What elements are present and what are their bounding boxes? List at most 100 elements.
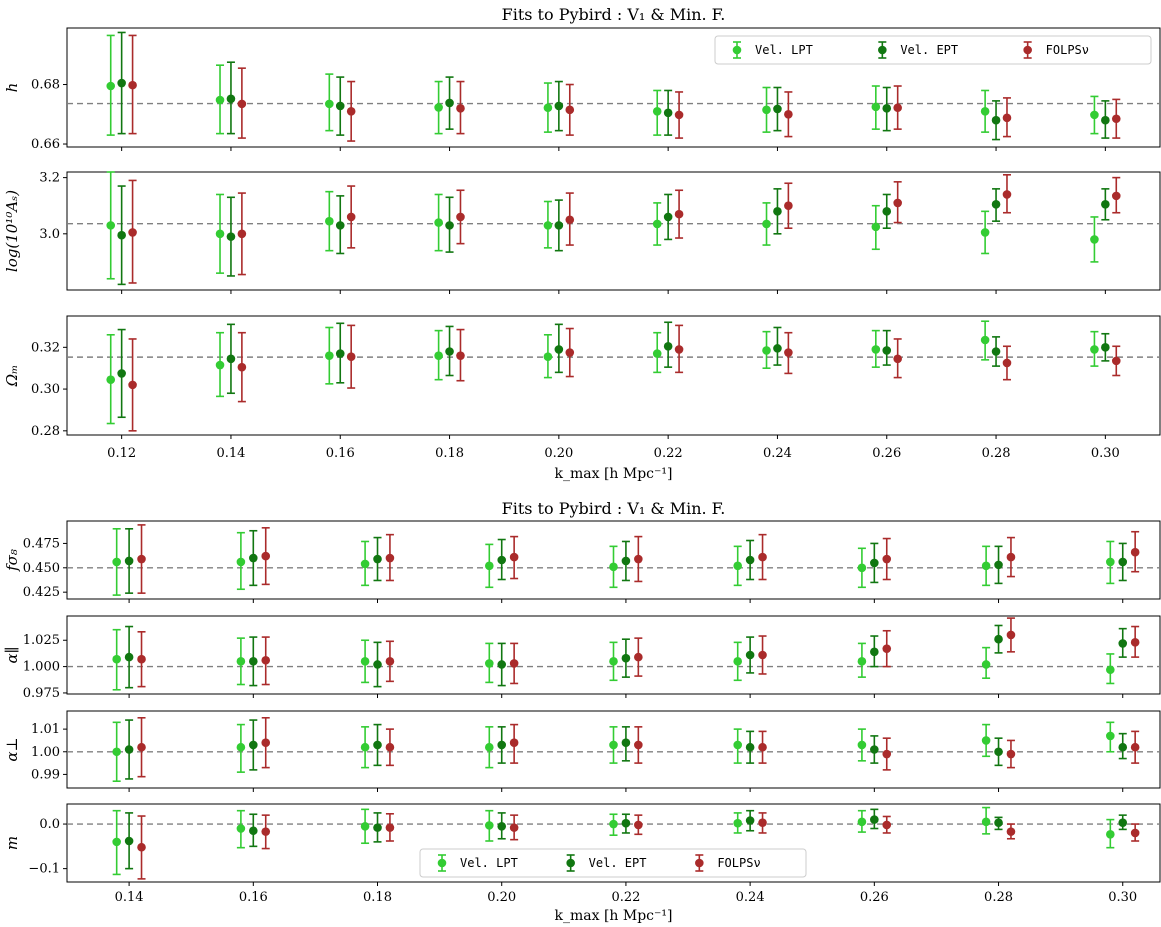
data-point	[634, 740, 643, 750]
data-point	[893, 198, 902, 208]
data-point	[1106, 830, 1115, 839]
data-point	[981, 561, 991, 571]
data-point	[236, 824, 246, 833]
x-tick-label: 0.18	[435, 446, 464, 461]
data-point	[857, 657, 867, 666]
data-point	[980, 107, 990, 116]
data-point	[621, 818, 631, 828]
legend: Vel. LPT Vel. EPT FOLPSν	[714, 35, 1152, 65]
data-point	[1118, 818, 1128, 828]
data-point	[137, 654, 146, 664]
y-tick-label: 0.450	[23, 561, 60, 576]
y-tick-label: 3.2	[39, 171, 60, 186]
data-point	[758, 552, 767, 562]
data-point	[733, 818, 743, 828]
data-point	[434, 218, 443, 227]
y-axis-label: m	[3, 836, 21, 850]
y-axis-label: α∥	[3, 646, 21, 663]
y-tick-label: 1.00	[31, 745, 60, 760]
data-point	[773, 104, 782, 114]
data-point	[360, 657, 370, 666]
data-point	[456, 104, 465, 113]
series-1	[112, 721, 1115, 783]
data-point	[261, 551, 271, 561]
data-point	[1106, 731, 1115, 741]
data-point	[346, 107, 356, 116]
data-point	[360, 742, 370, 752]
data-point	[857, 817, 867, 827]
data-point	[994, 747, 1003, 757]
data-point	[634, 554, 643, 564]
data-point	[1002, 190, 1012, 199]
series-2	[117, 185, 1110, 286]
data-point	[385, 553, 395, 563]
data-point	[565, 348, 575, 357]
data-point	[128, 80, 137, 90]
x-tick-label: 0.14	[115, 890, 144, 905]
x-tick-label: 0.24	[736, 890, 765, 905]
series-3	[128, 174, 1121, 284]
data-point	[1101, 343, 1110, 352]
data-point	[980, 228, 990, 237]
data-point	[434, 351, 443, 360]
data-point	[106, 221, 116, 230]
data-point	[237, 99, 247, 109]
series-3	[128, 34, 1121, 142]
data-point	[360, 559, 370, 569]
data-point	[215, 229, 225, 239]
data-point	[609, 819, 618, 829]
panel-frame	[66, 803, 1161, 883]
series-2	[124, 624, 1128, 689]
data-point	[117, 78, 126, 88]
data-point	[871, 222, 881, 232]
data-point	[981, 817, 991, 827]
data-point	[325, 99, 334, 109]
data-point	[1111, 356, 1121, 366]
x-tick-label: 0.12	[107, 446, 136, 461]
data-point	[882, 749, 892, 759]
data-point	[335, 101, 345, 111]
data-point	[784, 201, 793, 211]
data-point	[663, 108, 673, 118]
y-tick-label: 0.475	[23, 536, 60, 551]
series-1	[112, 527, 1115, 596]
data-point	[137, 842, 146, 852]
data-point	[1090, 235, 1099, 244]
x-tick-label: 0.20	[487, 890, 516, 905]
data-point	[346, 352, 356, 362]
legend-label: Vel. EPT	[589, 856, 647, 870]
y-tick-label: 1.000	[23, 660, 60, 675]
x-tick-label: 0.26	[860, 890, 889, 905]
series-3	[137, 812, 1140, 880]
x-tick-label: 0.30	[1108, 890, 1137, 905]
data-point	[509, 823, 519, 832]
y-tick-label: 0.0	[39, 817, 60, 832]
data-point	[758, 650, 767, 660]
data-point	[870, 815, 879, 824]
data-point	[434, 103, 443, 112]
x-tick-label: 0.24	[763, 446, 792, 461]
x-axis-label: k_max [h Mpc⁻¹]	[555, 908, 673, 924]
legend-label: Vel. LPT	[460, 856, 518, 870]
series-1	[106, 320, 1099, 425]
data-point	[893, 354, 902, 364]
x-tick-label: 0.16	[239, 890, 268, 905]
data-point	[360, 821, 370, 831]
data-point	[609, 657, 618, 666]
data-point	[543, 352, 553, 362]
data-point	[1006, 749, 1016, 759]
data-point	[484, 821, 494, 830]
data-point	[373, 740, 382, 750]
data-point	[497, 740, 507, 750]
data-point	[758, 818, 767, 828]
data-point	[663, 212, 673, 222]
legend-label: Vel. EPT	[900, 43, 958, 57]
data-point	[325, 216, 334, 226]
y-tick-label: 0.28	[31, 424, 60, 439]
data-point	[249, 657, 258, 666]
x-tick-label: 0.28	[984, 890, 1013, 905]
series-2	[124, 719, 1128, 780]
data-point	[994, 560, 1003, 570]
legend-marker	[695, 858, 704, 868]
